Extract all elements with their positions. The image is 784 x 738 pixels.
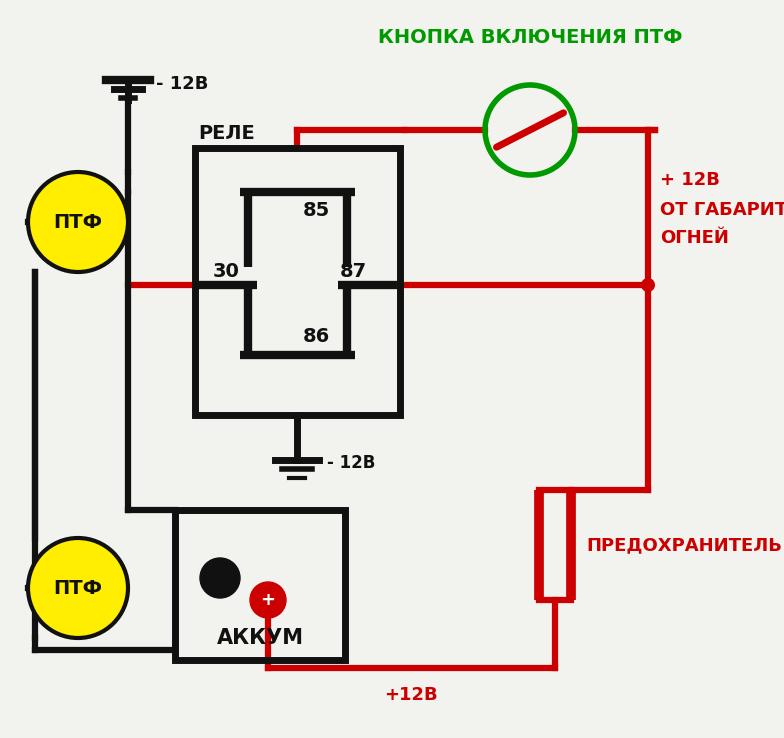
Text: 86: 86 bbox=[303, 328, 330, 347]
Text: 85: 85 bbox=[303, 201, 330, 219]
Circle shape bbox=[641, 278, 655, 292]
Circle shape bbox=[200, 558, 240, 598]
Circle shape bbox=[28, 172, 128, 272]
Text: + 12В: + 12В bbox=[660, 171, 720, 189]
Text: КНОПКА ВКЛЮЧЕНИЯ ПТФ: КНОПКА ВКЛЮЧЕНИЯ ПТФ bbox=[378, 28, 682, 47]
Text: РЕЛЕ: РЕЛЕ bbox=[198, 124, 255, 143]
Text: ПТФ: ПТФ bbox=[53, 579, 103, 598]
Text: - 12В: - 12В bbox=[156, 75, 209, 93]
Text: - 12В: - 12В bbox=[328, 454, 376, 472]
Circle shape bbox=[28, 538, 128, 638]
Text: ОТ ГАБАРИТНЫХ: ОТ ГАБАРИТНЫХ bbox=[660, 201, 784, 219]
Text: АККУМ: АККУМ bbox=[216, 628, 303, 648]
Text: 87: 87 bbox=[340, 262, 367, 281]
Text: ПТФ: ПТФ bbox=[53, 213, 103, 232]
Text: +12В: +12В bbox=[384, 686, 437, 704]
Text: ПРЕДОХРАНИТЕЛЬ: ПРЕДОХРАНИТЕЛЬ bbox=[586, 536, 782, 554]
Circle shape bbox=[250, 582, 286, 618]
Text: ОГНЕЙ: ОГНЕЙ bbox=[660, 229, 729, 247]
Text: +: + bbox=[260, 591, 275, 609]
Text: 30: 30 bbox=[213, 262, 240, 281]
